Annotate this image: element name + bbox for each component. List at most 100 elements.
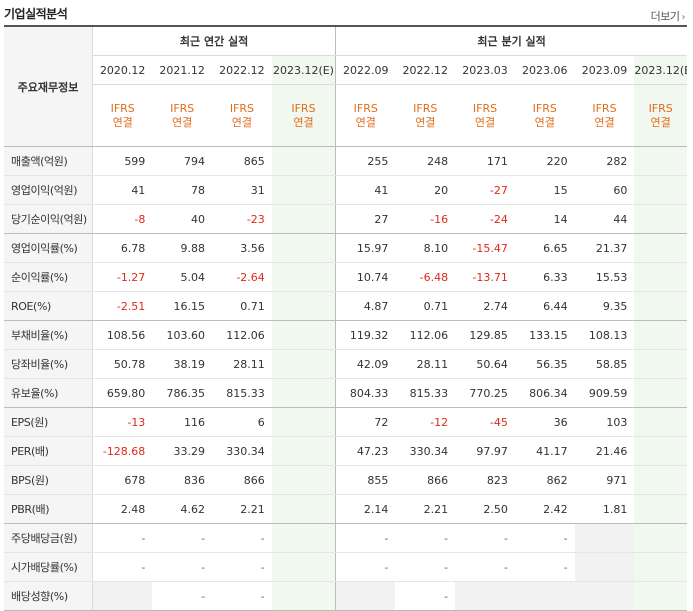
data-cell: 220: [514, 146, 575, 176]
data-cell: 16.15: [152, 291, 213, 321]
data-cell: 58.85: [574, 349, 635, 379]
data-cell: 971: [574, 465, 635, 495]
basis-header: IFRS 연결: [455, 84, 515, 147]
basis-header: IFRS 연결: [212, 84, 272, 147]
basis-standard: IFRS: [110, 101, 135, 115]
data-cell: 2.48: [92, 494, 153, 524]
data-cell: 21.46: [574, 436, 635, 466]
data-cell: 6: [212, 407, 272, 437]
data-cell: 6.65: [514, 233, 575, 263]
basis-standard: IFRS: [413, 101, 438, 115]
data-cell: 10.74: [335, 262, 396, 292]
period-header-row: 2020.12 2021.12 2022.12 2023.12(E) 2022.09 20…: [4, 55, 687, 85]
data-cell: [574, 581, 635, 611]
data-cell: 0.71: [395, 291, 456, 321]
data-cell: 282: [574, 146, 635, 176]
basis-scope: 연결: [172, 115, 193, 129]
table-row: EPS(원) -13 116 6 72 -12 -45 36 103: [4, 407, 687, 437]
period-header: 2023.12(E): [271, 55, 337, 85]
data-cell: [455, 581, 515, 611]
data-cell: 15: [514, 175, 575, 205]
data-cell: -13: [92, 407, 153, 437]
data-cell: 806.34: [514, 378, 575, 408]
data-cell: [271, 233, 337, 263]
data-cell: -: [455, 552, 515, 582]
more-link[interactable]: 더보기 ›: [651, 8, 686, 24]
data-cell: 770.25: [455, 378, 515, 408]
basis-standard: IFRS: [291, 101, 316, 115]
data-cell: -: [455, 523, 515, 553]
table-row: 배당성향(%) - - -: [4, 581, 687, 611]
data-cell: 42.09: [335, 349, 396, 379]
data-cell: [634, 233, 687, 263]
data-cell: 9.88: [152, 233, 213, 263]
basis-standard: IFRS: [592, 101, 617, 115]
basis-header: IFRS 연결: [574, 84, 635, 147]
data-cell: [634, 262, 687, 292]
data-cell: -: [395, 552, 456, 582]
row-label: PBR(배): [4, 494, 94, 524]
row-label: 주당배당금(원): [4, 523, 94, 553]
basis-scope: 연결: [474, 115, 496, 129]
data-cell: -15.47: [455, 233, 515, 263]
data-cell: -12: [395, 407, 456, 437]
data-cell: 659.80: [92, 378, 153, 408]
data-cell: [271, 204, 337, 234]
data-cell: -: [212, 552, 272, 582]
period-label: 2021.12: [159, 63, 205, 77]
data-cell: 855: [335, 465, 396, 495]
data-cell: [271, 349, 337, 379]
data-cell: 28.11: [212, 349, 272, 379]
data-cell: 14: [514, 204, 575, 234]
data-cell: 116: [152, 407, 213, 437]
data-cell: [271, 552, 337, 582]
basis-standard: IFRS: [648, 101, 673, 115]
data-cell: 72: [335, 407, 396, 437]
data-cell: 678: [92, 465, 153, 495]
period-label: 2022.12: [402, 63, 449, 77]
data-cell: 2.42: [514, 494, 575, 524]
data-cell: -: [335, 552, 396, 582]
data-cell: 56.35: [514, 349, 575, 379]
data-cell: 3.56: [212, 233, 272, 263]
data-cell: 38.19: [152, 349, 213, 379]
table-row: 영업이익률(%) 6.78 9.88 3.56 15.97 8.10 -15.47 6.65 2…: [4, 233, 687, 263]
section-header: 기업실적분석 더보기 ›: [0, 0, 693, 26]
basis-standard: IFRS: [472, 101, 498, 115]
data-cell: 103.60: [152, 320, 213, 350]
period-header: 2023.03: [455, 55, 515, 85]
data-cell: -6.48: [395, 262, 456, 292]
data-cell: [634, 146, 687, 176]
data-cell: 815.33: [395, 378, 456, 408]
basis-standard: IFRS: [353, 101, 378, 115]
data-cell: 2.21: [212, 494, 272, 524]
data-cell: 103: [574, 407, 635, 437]
basis-scope: 연결: [534, 115, 555, 129]
basis-header: IFRS 연결: [634, 84, 687, 147]
data-cell: 41.17: [514, 436, 575, 466]
data-cell: [634, 407, 687, 437]
data-cell: [634, 552, 687, 582]
table-row: 당기순이익(억원) -8 40 -23 27 -16 -24 14 44: [4, 204, 687, 234]
basis-scope: 연결: [594, 115, 615, 129]
table-row: 당좌비율(%) 50.78 38.19 28.11 42.09 28.11 50.64 56.…: [4, 349, 687, 379]
basis-scope: 연결: [231, 115, 253, 129]
data-cell: 815.33: [212, 378, 272, 408]
table-row: PER(배) -128.68 33.29 330.34 47.23 330.34 97.97…: [4, 436, 687, 466]
data-cell: 6.78: [92, 233, 153, 263]
data-cell: 112.06: [395, 320, 456, 350]
data-cell: [574, 552, 635, 582]
data-cell: -: [152, 552, 213, 582]
period-header: 2023.06: [514, 55, 575, 85]
data-cell: [271, 407, 337, 437]
data-cell: 171: [455, 146, 515, 176]
data-cell: -: [212, 523, 272, 553]
period-header: 2022.09: [335, 55, 396, 85]
data-cell: 865: [212, 146, 272, 176]
data-cell: 50.64: [455, 349, 515, 379]
data-cell: [634, 523, 687, 553]
data-cell: -: [92, 552, 153, 582]
data-cell: 108.13: [574, 320, 635, 350]
data-cell: [271, 146, 337, 176]
data-cell: 248: [395, 146, 456, 176]
